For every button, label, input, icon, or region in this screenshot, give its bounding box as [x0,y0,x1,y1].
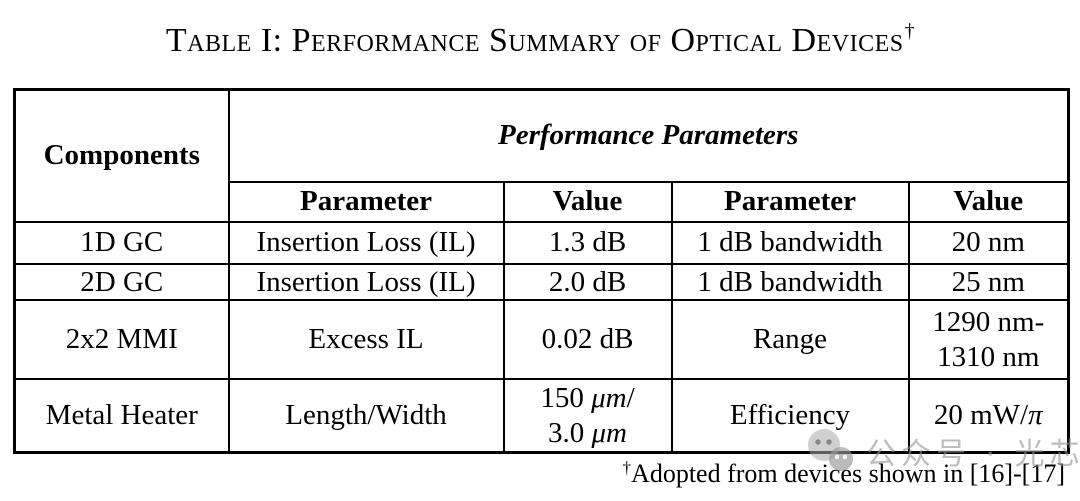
parameter-header-1: Parameter [227,180,505,223]
value-line-1: 1290 nm- [932,306,1045,338]
header-row-1: Components Performance Parameters [13,88,1070,223]
value-cell: 25 nm [907,262,1070,302]
footnote: †Adopted from devices shown in [16]-[17] [622,458,1065,489]
footnote-text: Adopted from devices shown in [16]-[17] [631,459,1065,488]
value-cell: 150 μm/ 3.0 μm [502,378,673,454]
caption-dagger: † [904,20,916,42]
component-cell: Metal Heater [13,378,230,454]
parameter-cell: Insertion Loss (IL) [227,262,505,302]
table-caption: Table I: Performance Summary of Optical … [0,20,1080,60]
value-cell: 1290 nm- 1310 nm [907,299,1070,381]
pi-symbol: π [1028,399,1043,432]
table-row-2d-gc: 2D GC Insertion Loss (IL) 2.0 dB 1 dB ba… [13,262,1070,302]
value-header-1: Value [502,180,673,223]
value-line-2: 3.0 μm [548,416,628,449]
header-row-2: Parameter Value Parameter Value [15,180,1070,223]
value-header-2: Value [907,180,1070,223]
performance-table: Components Performance Parameters Parame… [13,88,1070,454]
footnote-dagger: † [622,458,632,477]
table-row-2x2-mmi: 2x2 MMI Excess IL 0.02 dB Range 1290 nm-… [13,299,1070,381]
parameter-cell: Excess IL [227,299,505,381]
value-cell: 1.3 dB [502,220,673,265]
value-cell: 0.02 dB [502,299,673,381]
unit-micrometer: μm [591,416,628,449]
performance-parameters-header: Performance Parameters [227,88,1070,183]
table-caption-text: Table I: Performance Summary of Optical … [165,22,904,59]
value-cell: 20 nm [907,220,1070,265]
component-cell: 1D GC [13,220,230,265]
value-line-2: 1310 nm [937,340,1040,373]
parameter-header-2: Parameter [670,180,910,223]
parameter-cell: Length/Width [227,378,505,454]
components-header: Components [13,88,230,223]
component-cell: 2x2 MMI [13,299,230,381]
parameter-cell: 1 dB bandwidth [670,220,910,265]
unit-micrometer: μm [591,381,627,414]
parameter-cell: Insertion Loss (IL) [227,220,505,265]
component-cell: 2D GC [13,262,230,302]
value-cell: 2.0 dB [502,262,673,302]
table-row-metal-heater: Metal Heater Length/Width 150 μm/ 3.0 μm… [13,378,1070,454]
value-cell: 20 mW/π [907,378,1070,454]
parameter-cell: 1 dB bandwidth [670,262,910,302]
table-row-1d-gc: 1D GC Insertion Loss (IL) 1.3 dB 1 dB ba… [13,220,1070,265]
value-line-1: 150 μm/ [540,381,635,414]
parameter-cell: Efficiency [670,378,910,454]
parameter-cell: Range [670,299,910,381]
